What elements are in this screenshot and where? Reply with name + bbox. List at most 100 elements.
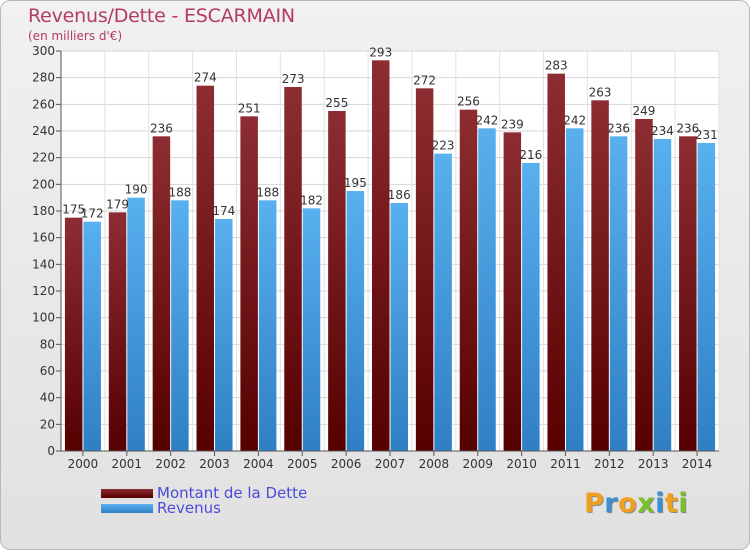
- bar-dette: [635, 119, 653, 451]
- legend-swatch-revenus: [101, 504, 153, 513]
- data-label-revenus: 188: [168, 185, 191, 199]
- chart-title: Revenus/Dette - ESCARMAIN: [28, 5, 295, 27]
- data-label-dette: 272: [413, 73, 436, 87]
- y-tick-label: 240: [32, 124, 55, 138]
- data-label-dette: 239: [501, 117, 524, 131]
- bar-dette: [108, 212, 127, 451]
- x-tick-label: 2002: [155, 457, 186, 471]
- y-tick-label: 0: [47, 444, 55, 458]
- data-label-revenus: 172: [81, 207, 104, 221]
- x-tick-label: 2005: [287, 457, 318, 471]
- y-tick-label: 160: [32, 231, 55, 245]
- data-label-revenus: 174: [212, 204, 235, 218]
- bar-revenus: [302, 208, 321, 451]
- data-label-revenus: 242: [476, 113, 499, 127]
- y-tick-label: 20: [40, 417, 55, 431]
- legend-label-debt: Montant de la Dette: [157, 484, 308, 502]
- bar-revenus: [434, 153, 452, 451]
- data-label-dette: 251: [238, 101, 261, 115]
- bar-revenus: [83, 221, 101, 451]
- y-tick-label: 200: [32, 177, 55, 191]
- logo-letter: o: [618, 488, 638, 519]
- data-label-revenus: 188: [256, 185, 279, 199]
- data-label-revenus: 190: [125, 183, 148, 197]
- y-tick-label: 120: [32, 284, 55, 298]
- chart-subtitle: (en milliers d'€): [28, 29, 123, 43]
- legend-item-revenus: Revenus: [101, 501, 307, 516]
- bar-dette: [679, 136, 697, 452]
- bar-revenus: [478, 128, 496, 451]
- data-label-revenus: 223: [432, 139, 455, 153]
- data-label-dette: 249: [632, 104, 655, 118]
- bar-dette: [240, 116, 258, 451]
- data-label-revenus: 236: [607, 121, 630, 135]
- data-label-dette: 263: [589, 85, 612, 99]
- bar-revenus: [346, 191, 365, 451]
- bar-revenus: [171, 200, 189, 451]
- bar-dette: [415, 88, 434, 451]
- y-tick-label: 80: [40, 337, 55, 351]
- data-label-dette: 175: [62, 203, 85, 217]
- legend-item-debt: Montant de la Dette: [101, 486, 307, 501]
- bar-revenus: [609, 136, 628, 452]
- legend-swatch-debt: [101, 489, 153, 498]
- bar-revenus: [127, 197, 145, 451]
- y-tick-label: 260: [32, 97, 55, 111]
- y-tick-label: 180: [32, 204, 55, 218]
- data-label-dette: 273: [282, 72, 305, 86]
- bar-revenus: [390, 203, 408, 451]
- chart-legend: Montant de la Dette Revenus: [101, 486, 307, 516]
- bar-dette: [503, 132, 522, 452]
- bar-dette: [328, 111, 346, 451]
- x-tick-label: 2008: [419, 457, 450, 471]
- logo-letter: P: [584, 488, 605, 519]
- x-tick-label: 2013: [638, 457, 669, 471]
- logo-letter: i: [678, 488, 689, 519]
- x-tick-label: 2009: [462, 457, 493, 471]
- data-label-revenus: 216: [519, 148, 542, 162]
- data-label-revenus: 234: [651, 124, 674, 138]
- y-tick-label: 220: [32, 151, 55, 165]
- bar-revenus: [565, 128, 584, 451]
- x-tick-label: 2012: [594, 457, 625, 471]
- x-tick-label: 2010: [506, 457, 537, 471]
- bar-revenus: [697, 143, 716, 451]
- bar-dette: [372, 60, 390, 451]
- bar-revenus: [215, 219, 233, 451]
- legend-label-revenus: Revenus: [157, 499, 221, 517]
- data-label-revenus: 242: [563, 113, 586, 127]
- data-label-dette: 256: [457, 95, 480, 109]
- bar-revenus: [653, 139, 672, 451]
- data-label-dette: 293: [369, 45, 392, 59]
- bar-revenus: [522, 163, 540, 451]
- data-label-dette: 274: [194, 71, 217, 85]
- data-label-dette: 236: [676, 121, 699, 135]
- bar-dette: [284, 87, 302, 451]
- bar-dette: [591, 100, 609, 451]
- x-tick-label: 2006: [331, 457, 362, 471]
- y-tick-label: 140: [32, 257, 55, 271]
- data-label-dette: 255: [325, 96, 348, 110]
- x-tick-label: 2001: [112, 457, 143, 471]
- bar-dette: [152, 136, 171, 452]
- logo-letter: t: [664, 488, 679, 519]
- bar-dette: [64, 217, 83, 451]
- bar-dette: [459, 109, 478, 452]
- plot-area: [61, 51, 719, 451]
- data-label-revenus: 182: [300, 193, 323, 207]
- y-tick-label: 280: [32, 71, 55, 85]
- bar-dette: [196, 85, 215, 452]
- proxiti-logo: Proxiti: [584, 488, 688, 519]
- data-label-dette: 283: [545, 59, 568, 73]
- logo-letter: r: [604, 488, 619, 519]
- y-tick-label: 100: [32, 311, 55, 325]
- x-tick-label: 2007: [375, 457, 406, 471]
- x-tick-label: 2003: [199, 457, 230, 471]
- logo-letter: x: [637, 488, 656, 519]
- data-label-revenus: 186: [388, 188, 411, 202]
- data-label-revenus: 195: [344, 176, 367, 190]
- data-label-dette: 179: [106, 197, 129, 211]
- data-label-revenus: 231: [695, 128, 718, 142]
